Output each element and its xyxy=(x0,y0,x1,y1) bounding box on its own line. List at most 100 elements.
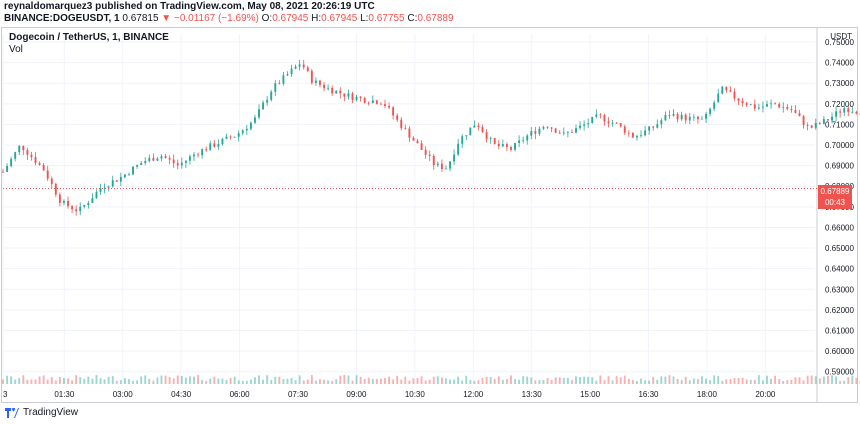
y-tick-label: 0.65000 xyxy=(825,244,854,253)
candle-body xyxy=(290,68,293,75)
volume-bar xyxy=(201,379,204,384)
volume-bar xyxy=(623,375,626,384)
y-tick-label: 0.62000 xyxy=(825,306,854,315)
candle-body xyxy=(132,166,134,175)
candle-body xyxy=(445,168,447,170)
candle-body xyxy=(123,174,126,178)
candle-body xyxy=(201,149,204,156)
volume-bar xyxy=(749,379,752,384)
candle-body xyxy=(319,80,321,85)
volume-bar xyxy=(485,376,488,384)
open-value: 0.67945 xyxy=(272,13,309,24)
y-tick-label: 0.72000 xyxy=(825,100,854,109)
candle-body xyxy=(497,143,500,147)
candle-body xyxy=(505,144,508,147)
candle-body xyxy=(705,113,707,119)
volume-bar xyxy=(416,378,419,384)
candle-body xyxy=(294,66,297,69)
volume-bar xyxy=(477,380,480,384)
price-change: ▼ −0.01167 (−1.69%) xyxy=(161,13,259,24)
candle-body xyxy=(465,135,468,137)
volume-bar xyxy=(107,376,110,384)
volume-legend: Vol xyxy=(9,44,23,55)
candle-body xyxy=(335,90,338,94)
candle-body xyxy=(778,104,781,108)
candle-body xyxy=(587,123,590,125)
candle-body xyxy=(306,67,309,71)
chart-frame[interactable] xyxy=(1,27,858,403)
candle-body xyxy=(103,187,106,189)
volume-bar xyxy=(34,379,37,384)
tradingview-logo-icon xyxy=(5,408,19,418)
volume-bar xyxy=(757,375,760,384)
volume-bar xyxy=(656,379,659,384)
volume-bar xyxy=(306,379,309,384)
x-tick-label: 12:00 xyxy=(463,390,484,399)
volume-bar xyxy=(298,375,301,384)
volume-bar xyxy=(770,378,773,384)
candle-body xyxy=(733,91,736,99)
tradingview-brand[interactable]: TradingView xyxy=(23,407,79,418)
y-tick-label: 0.75000 xyxy=(825,38,854,47)
volume-bar xyxy=(6,375,9,384)
volume-bar xyxy=(761,380,764,384)
candle-body xyxy=(10,158,13,166)
volume-bar xyxy=(63,378,65,384)
volume-bar xyxy=(636,380,638,384)
candle-body xyxy=(205,149,208,151)
candle-body xyxy=(530,131,533,136)
candle-body xyxy=(798,113,801,117)
candle-body xyxy=(757,107,760,109)
volume-bar xyxy=(58,377,61,384)
candle-body xyxy=(790,109,793,111)
volume-bar xyxy=(314,380,317,384)
symbol-name[interactable]: BINANCE:DOGEUSDT, 1 xyxy=(4,13,120,24)
candle-body xyxy=(172,159,175,164)
volume-bar xyxy=(676,378,679,384)
volume-bar xyxy=(790,379,793,384)
candle-body xyxy=(656,124,659,128)
volume-bar xyxy=(290,377,293,384)
volume-bar xyxy=(400,379,403,384)
candle-body xyxy=(449,161,451,169)
volume-bar xyxy=(367,377,370,384)
candle-body xyxy=(839,111,842,113)
volume-bar xyxy=(782,380,785,384)
close-value: 0.67889 xyxy=(417,13,454,24)
candle-body xyxy=(314,80,317,83)
candle-body xyxy=(664,115,667,121)
y-tick-label: 0.69000 xyxy=(825,162,854,171)
candle-body xyxy=(359,96,362,98)
candle-body xyxy=(367,102,370,104)
candle-body xyxy=(644,130,647,136)
x-tick-label: 04:30 xyxy=(171,390,192,399)
volume-bar xyxy=(10,376,13,384)
candle-body xyxy=(766,104,768,107)
last-price-tag: 0.67889 00:43 xyxy=(818,185,852,209)
candle-body xyxy=(627,132,630,134)
candle-body xyxy=(375,100,378,104)
footer: TradingView xyxy=(5,406,78,420)
candle-body xyxy=(193,154,195,157)
volume-bar xyxy=(692,378,695,384)
volume-bar xyxy=(184,377,187,384)
candle-body xyxy=(396,115,399,120)
candle-body xyxy=(347,93,350,97)
candle-body xyxy=(363,97,366,103)
volume-bar xyxy=(737,378,740,384)
volume-bar xyxy=(412,378,415,384)
candle-body xyxy=(327,87,330,89)
volume-bar xyxy=(631,379,634,384)
candle-body xyxy=(50,178,53,184)
publisher-line: reynaldomarquez3 published on TradingVie… xyxy=(4,1,375,13)
volume-bar xyxy=(172,378,175,384)
volume-bar xyxy=(168,376,171,384)
volume-bar xyxy=(331,380,334,384)
volume-bar xyxy=(254,377,256,384)
volume-bar xyxy=(14,379,17,384)
candle-body xyxy=(623,126,626,133)
volume-bar xyxy=(119,380,122,384)
volume-bar xyxy=(428,379,431,384)
volume-bar xyxy=(469,379,472,384)
